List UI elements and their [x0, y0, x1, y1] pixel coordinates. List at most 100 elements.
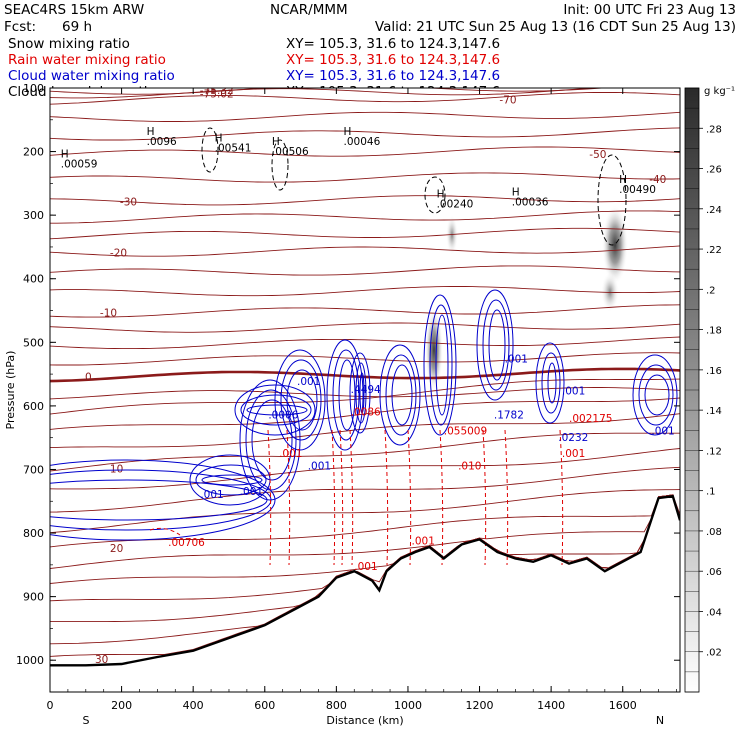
- isotherm-label: -70: [499, 95, 516, 107]
- cloud-water-contour: [246, 404, 308, 416]
- field-name-2: Cloud water mixing ratio: [8, 68, 175, 84]
- rain-water-label: .00706: [168, 537, 205, 549]
- rain-water-label: .0086: [351, 406, 381, 418]
- isotherm-label: -20: [110, 247, 127, 259]
- isotherm-line: [50, 448, 680, 490]
- x-tick-label: 0: [47, 699, 54, 712]
- cloud-water-label: .0006: [268, 410, 298, 422]
- cloud-water-contour: [429, 304, 453, 426]
- rain-water-contour: [267, 429, 272, 566]
- x-tick-label: 1400: [537, 699, 565, 712]
- header: SEAC4RS 15km ARW NCAR/MMM Init: 00 UTC F…: [4, 2, 736, 100]
- rain-water-contour: [384, 429, 389, 566]
- cloud-water-contour: [391, 364, 413, 426]
- isotherm-line: [50, 111, 680, 122]
- snow-contour: [424, 176, 446, 214]
- cloud-water-label: .001: [240, 486, 263, 498]
- cloud-water-contour: [195, 464, 267, 496]
- max-marker: H: [619, 174, 627, 186]
- maximum-label: .00490: [619, 184, 656, 196]
- isotherm-line: [50, 146, 680, 157]
- rain-water-contour: [349, 429, 354, 566]
- maximum-label: .00240: [437, 199, 474, 211]
- x-axis-label: Distance (km): [326, 714, 403, 727]
- isotherm-line: [50, 378, 680, 415]
- cloud-water-contour: [435, 314, 449, 416]
- y-tick-label: 200: [23, 146, 44, 159]
- cloud-water-contour: [359, 372, 365, 414]
- field-xy-1: XY= 105.3, 31.6 to 124.3,147.6: [286, 52, 500, 68]
- maximum-label: .0096: [147, 136, 177, 148]
- rain-water-contours: [149, 429, 564, 566]
- colorbar-tick-label: .02: [706, 648, 722, 659]
- cloud-water-contour: [338, 359, 356, 431]
- isotherm-line: [50, 387, 680, 400]
- max-marker: H: [512, 187, 520, 199]
- field-name-0: Snow mixing ratio: [8, 36, 130, 52]
- isotherm-label: 10: [110, 463, 123, 475]
- y-tick-label: 800: [23, 527, 44, 540]
- colorbar-tick-label: .16: [706, 366, 722, 377]
- max-marker: H: [147, 126, 155, 138]
- isotherm-line: [50, 489, 680, 534]
- field-xy-2: XY= 105.3, 31.6 to 124.3,147.6: [286, 68, 500, 84]
- y-tick-label: 500: [23, 336, 44, 349]
- isotherm-line: [50, 336, 680, 350]
- maximum-label: .00541: [215, 143, 252, 155]
- contour-labels: H.0096 H.00541H.00506H.00046H.00059H.0024…: [61, 79, 675, 573]
- cloud-water-label: .001: [505, 354, 528, 366]
- rain-water-contour: [331, 429, 336, 566]
- colorbar-tick-label: .2: [706, 285, 716, 296]
- isotherm-label: -10: [100, 308, 117, 320]
- colorbar-tick-label: .28: [706, 124, 722, 135]
- isotherm-line: [50, 88, 603, 99]
- y-tick-label: 700: [23, 463, 44, 476]
- y-tick-label: 1000: [16, 654, 44, 667]
- rain-water-label: .001: [562, 448, 585, 460]
- isotherm-line: [50, 227, 680, 240]
- isotherm-line: [50, 127, 680, 141]
- fcst-value: 69 h: [62, 19, 92, 35]
- rain-water-contour: [482, 429, 487, 566]
- rain-water-contour: [286, 429, 291, 566]
- cloud-water-contour: [251, 399, 293, 481]
- x-tick-label: 200: [111, 699, 132, 712]
- rain-water-contour: [559, 429, 564, 566]
- rain-water-label: .001: [412, 535, 435, 547]
- ice-shade-upper: [446, 215, 458, 255]
- y-tick-label: 100: [23, 82, 44, 95]
- isotherm-line: [50, 466, 680, 513]
- cloud-water-label: .001: [562, 385, 585, 397]
- cloud-water-contour: [488, 309, 506, 381]
- colorbar-unit: g kg⁻¹: [704, 86, 735, 97]
- cloud-water-contour: [541, 352, 561, 414]
- isotherm-line: [50, 494, 680, 569]
- isotherm-label: 20: [110, 543, 123, 555]
- plot-area: -75.32-75.02 -70 -50 -40 -30 -20 -10 0 10 20 30 H.…: [4, 79, 681, 727]
- maximum-label: .00002: [236, 79, 273, 91]
- rain-water-label: .001: [279, 448, 302, 460]
- colorbar-tick-label: .08: [706, 527, 722, 538]
- x-axis-ticks: 0 200 400 600 800 1000 1200 1400 1600: [47, 88, 677, 712]
- x-tick-label: 1200: [466, 699, 494, 712]
- max-marker: H: [215, 133, 223, 145]
- max-marker: H: [344, 126, 352, 138]
- center-label: NCAR/MMM: [270, 2, 348, 18]
- plot-frame: [49, 87, 681, 693]
- isotherm-label: -75.02: [200, 88, 234, 100]
- cloud-water-contour: [280, 359, 322, 441]
- cloud-water-contour: [274, 349, 326, 451]
- cloud-water-label: .001: [200, 489, 223, 501]
- cloud-water-contour: [385, 354, 417, 436]
- cloud-water-contour: [644, 374, 670, 416]
- colorbar-ticks: .02 .04 .06 .08 .1 .12 .14 .16 .18 .2 .22 .24 .26 .28: [685, 87, 722, 693]
- cloud-water-contour: [638, 364, 674, 426]
- cloud-water-contour: [326, 339, 364, 451]
- cloud-water-contour: [245, 389, 297, 491]
- isotherm-line: [50, 210, 680, 224]
- terrain-surface-line: [50, 494, 680, 667]
- rain-water-label: .002175: [569, 413, 612, 425]
- cloud-water-label: .001: [297, 376, 320, 388]
- init-time: Init: 00 UTC Fri 23 Aug 13: [563, 2, 736, 18]
